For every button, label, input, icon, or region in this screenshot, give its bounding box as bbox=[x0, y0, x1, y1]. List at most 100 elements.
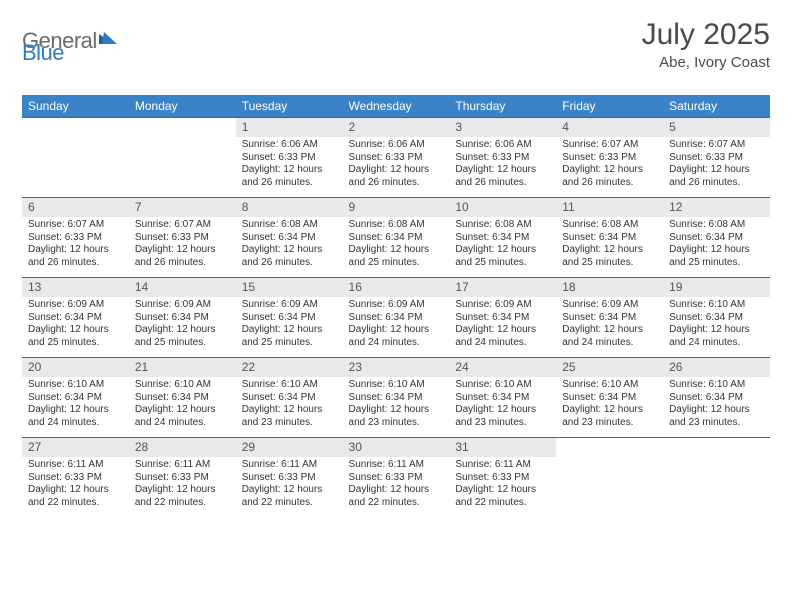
logo-text-blue: Blue bbox=[22, 40, 64, 65]
daylight-line: Daylight: 12 hours and 24 minutes. bbox=[349, 324, 444, 349]
title-block: July 2025 Abe, Ivory Coast bbox=[642, 18, 770, 71]
day-cell-body: Sunrise: 6:10 AMSunset: 6:34 PMDaylight:… bbox=[556, 377, 663, 437]
day-number: 25 bbox=[556, 358, 663, 377]
day-cell-body: Sunrise: 6:07 AMSunset: 6:33 PMDaylight:… bbox=[556, 137, 663, 197]
sunset-line: Sunset: 6:34 PM bbox=[669, 232, 764, 245]
daylight-line: Daylight: 12 hours and 25 minutes. bbox=[28, 324, 123, 349]
day-cell-body: Sunrise: 6:08 AMSunset: 6:34 PMDaylight:… bbox=[663, 217, 770, 277]
day-cell: Sunrise: 6:06 AMSunset: 6:33 PMDaylight:… bbox=[449, 137, 556, 198]
day-cell bbox=[663, 457, 770, 517]
daylight-line: Daylight: 12 hours and 22 minutes. bbox=[349, 484, 444, 509]
day-cell-body: Sunrise: 6:10 AMSunset: 6:34 PMDaylight:… bbox=[129, 377, 236, 437]
day-number-cell: 30 bbox=[343, 438, 450, 458]
day-cell-body: Sunrise: 6:07 AMSunset: 6:33 PMDaylight:… bbox=[129, 217, 236, 277]
day-header: Friday bbox=[556, 95, 663, 118]
day-number-cell: 5 bbox=[663, 118, 770, 138]
daylight-line: Daylight: 12 hours and 26 minutes. bbox=[562, 164, 657, 189]
sunrise-line: Sunrise: 6:10 AM bbox=[135, 379, 230, 392]
sunrise-line: Sunrise: 6:10 AM bbox=[455, 379, 550, 392]
day-cell: Sunrise: 6:07 AMSunset: 6:33 PMDaylight:… bbox=[663, 137, 770, 198]
day-cell-body: Sunrise: 6:11 AMSunset: 6:33 PMDaylight:… bbox=[236, 457, 343, 517]
sunset-line: Sunset: 6:34 PM bbox=[349, 392, 444, 405]
day-number: 18 bbox=[556, 278, 663, 297]
day-cell-body: Sunrise: 6:07 AMSunset: 6:33 PMDaylight:… bbox=[22, 217, 129, 277]
sunrise-line: Sunrise: 6:08 AM bbox=[349, 219, 444, 232]
day-cell: Sunrise: 6:09 AMSunset: 6:34 PMDaylight:… bbox=[236, 297, 343, 358]
day-cell-body: Sunrise: 6:07 AMSunset: 6:33 PMDaylight:… bbox=[663, 137, 770, 197]
day-number-cell: 25 bbox=[556, 358, 663, 378]
day-number: 22 bbox=[236, 358, 343, 377]
day-cell-body: Sunrise: 6:11 AMSunset: 6:33 PMDaylight:… bbox=[22, 457, 129, 517]
sunset-line: Sunset: 6:34 PM bbox=[455, 312, 550, 325]
day-cell bbox=[556, 457, 663, 517]
sunrise-line: Sunrise: 6:08 AM bbox=[455, 219, 550, 232]
day-cell: Sunrise: 6:07 AMSunset: 6:33 PMDaylight:… bbox=[129, 217, 236, 278]
day-cell: Sunrise: 6:09 AMSunset: 6:34 PMDaylight:… bbox=[343, 297, 450, 358]
sunset-line: Sunset: 6:33 PM bbox=[135, 472, 230, 485]
day-number: 4 bbox=[556, 118, 663, 137]
sunset-line: Sunset: 6:34 PM bbox=[349, 232, 444, 245]
day-cell-body: Sunrise: 6:09 AMSunset: 6:34 PMDaylight:… bbox=[236, 297, 343, 357]
day-cell: Sunrise: 6:11 AMSunset: 6:33 PMDaylight:… bbox=[343, 457, 450, 517]
day-cell-body: Sunrise: 6:11 AMSunset: 6:33 PMDaylight:… bbox=[343, 457, 450, 517]
day-number: 15 bbox=[236, 278, 343, 297]
daylight-line: Daylight: 12 hours and 23 minutes. bbox=[669, 404, 764, 429]
day-number bbox=[22, 118, 129, 122]
day-cell-body: Sunrise: 6:09 AMSunset: 6:34 PMDaylight:… bbox=[343, 297, 450, 357]
sunrise-line: Sunrise: 6:10 AM bbox=[669, 379, 764, 392]
day-number-cell bbox=[22, 118, 129, 138]
sunrise-line: Sunrise: 6:10 AM bbox=[349, 379, 444, 392]
daylight-line: Daylight: 12 hours and 24 minutes. bbox=[28, 404, 123, 429]
daylight-line: Daylight: 12 hours and 26 minutes. bbox=[455, 164, 550, 189]
day-cell-body: Sunrise: 6:10 AMSunset: 6:34 PMDaylight:… bbox=[663, 377, 770, 437]
daylight-line: Daylight: 12 hours and 25 minutes. bbox=[242, 324, 337, 349]
day-number: 10 bbox=[449, 198, 556, 217]
day-number: 5 bbox=[663, 118, 770, 137]
month-title: July 2025 bbox=[642, 18, 770, 52]
day-cell: Sunrise: 6:11 AMSunset: 6:33 PMDaylight:… bbox=[22, 457, 129, 517]
sunset-line: Sunset: 6:34 PM bbox=[242, 392, 337, 405]
week-daynum-row: 13141516171819 bbox=[22, 278, 770, 298]
daylight-line: Daylight: 12 hours and 24 minutes. bbox=[135, 404, 230, 429]
day-cell: Sunrise: 6:09 AMSunset: 6:34 PMDaylight:… bbox=[129, 297, 236, 358]
day-cell: Sunrise: 6:08 AMSunset: 6:34 PMDaylight:… bbox=[236, 217, 343, 278]
sunset-line: Sunset: 6:34 PM bbox=[135, 392, 230, 405]
sunrise-line: Sunrise: 6:11 AM bbox=[135, 459, 230, 472]
day-cell: Sunrise: 6:08 AMSunset: 6:34 PMDaylight:… bbox=[663, 217, 770, 278]
day-number-cell: 17 bbox=[449, 278, 556, 298]
week-body-row: Sunrise: 6:07 AMSunset: 6:33 PMDaylight:… bbox=[22, 217, 770, 278]
day-number: 30 bbox=[343, 438, 450, 457]
daylight-line: Daylight: 12 hours and 26 minutes. bbox=[28, 244, 123, 269]
day-number: 13 bbox=[22, 278, 129, 297]
day-cell: Sunrise: 6:11 AMSunset: 6:33 PMDaylight:… bbox=[129, 457, 236, 517]
sunrise-line: Sunrise: 6:08 AM bbox=[242, 219, 337, 232]
day-number-cell: 8 bbox=[236, 198, 343, 218]
day-cell: Sunrise: 6:07 AMSunset: 6:33 PMDaylight:… bbox=[22, 217, 129, 278]
day-number-cell: 1 bbox=[236, 118, 343, 138]
daylight-line: Daylight: 12 hours and 26 minutes. bbox=[242, 164, 337, 189]
day-number-cell: 2 bbox=[343, 118, 450, 138]
sunset-line: Sunset: 6:34 PM bbox=[562, 232, 657, 245]
daylight-line: Daylight: 12 hours and 25 minutes. bbox=[669, 244, 764, 269]
daylight-line: Daylight: 12 hours and 25 minutes. bbox=[455, 244, 550, 269]
day-cell-body: Sunrise: 6:06 AMSunset: 6:33 PMDaylight:… bbox=[449, 137, 556, 197]
day-cell-body: Sunrise: 6:11 AMSunset: 6:33 PMDaylight:… bbox=[449, 457, 556, 517]
day-number: 26 bbox=[663, 358, 770, 377]
sunrise-line: Sunrise: 6:07 AM bbox=[28, 219, 123, 232]
day-header: Thursday bbox=[449, 95, 556, 118]
week-daynum-row: 2728293031 bbox=[22, 438, 770, 458]
daylight-line: Daylight: 12 hours and 25 minutes. bbox=[562, 244, 657, 269]
daylight-line: Daylight: 12 hours and 22 minutes. bbox=[242, 484, 337, 509]
day-cell-body: Sunrise: 6:10 AMSunset: 6:34 PMDaylight:… bbox=[22, 377, 129, 437]
sunset-line: Sunset: 6:34 PM bbox=[242, 312, 337, 325]
sunrise-line: Sunrise: 6:09 AM bbox=[242, 299, 337, 312]
day-cell-body: Sunrise: 6:06 AMSunset: 6:33 PMDaylight:… bbox=[343, 137, 450, 197]
sunrise-line: Sunrise: 6:10 AM bbox=[669, 299, 764, 312]
day-number bbox=[129, 118, 236, 122]
sunrise-line: Sunrise: 6:08 AM bbox=[669, 219, 764, 232]
sunrise-line: Sunrise: 6:06 AM bbox=[349, 139, 444, 152]
day-cell: Sunrise: 6:11 AMSunset: 6:33 PMDaylight:… bbox=[236, 457, 343, 517]
daylight-line: Daylight: 12 hours and 26 minutes. bbox=[349, 164, 444, 189]
day-number: 28 bbox=[129, 438, 236, 457]
day-number-cell: 28 bbox=[129, 438, 236, 458]
